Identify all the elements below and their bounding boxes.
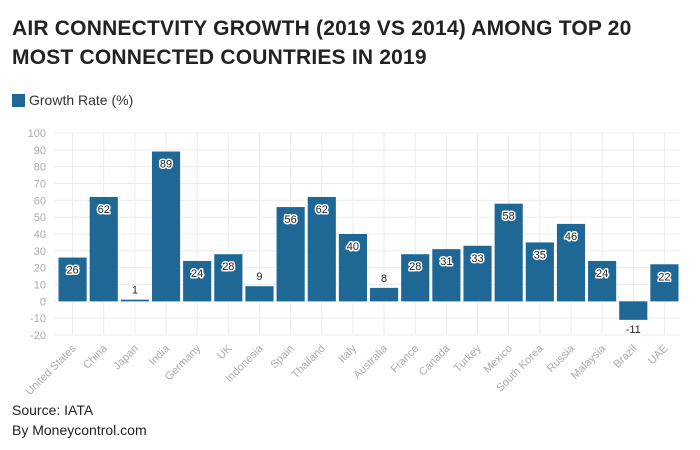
- y-tick-label: 0: [40, 296, 46, 308]
- bar: [214, 254, 243, 302]
- x-tick-label: Italy: [336, 342, 359, 365]
- bar: [494, 203, 523, 302]
- bar-chart: -20 -10 0 10 20 30 40 50 60 70 80 90 100 26 United Sta…: [24, 128, 680, 398]
- bar: [89, 196, 118, 302]
- data-label: 62: [316, 204, 328, 216]
- y-tick-label: 30: [34, 246, 46, 258]
- data-label: 46: [565, 231, 577, 243]
- bar: [401, 254, 430, 302]
- data-label: 58: [503, 211, 515, 223]
- legend-swatch: [12, 93, 25, 107]
- x-tick-label: Brazil: [611, 343, 639, 371]
- x-tick-label: Turkey: [452, 342, 484, 374]
- x-tick-label: Australia: [351, 342, 390, 381]
- data-label: 8: [381, 273, 387, 285]
- y-tick-label: 90: [34, 145, 46, 157]
- y-tick-label: 70: [34, 179, 46, 191]
- x-tick-label: Thailand: [290, 343, 328, 381]
- data-label: 31: [440, 256, 452, 268]
- x-tick-label: Canada: [417, 342, 453, 378]
- credit-text: By Moneycontrol.com: [12, 422, 147, 438]
- y-tick-label: 40: [34, 229, 46, 241]
- y-tick-label: 80: [34, 162, 46, 174]
- data-label: 24: [596, 268, 608, 280]
- data-label: 22: [658, 271, 670, 283]
- data-label: 56: [285, 214, 297, 226]
- bar: [463, 245, 492, 302]
- bar: [650, 264, 679, 302]
- y-tick-label: 50: [34, 212, 46, 224]
- y-tick-label: 20: [34, 263, 46, 275]
- data-label: 26: [66, 265, 78, 277]
- data-label: 33: [471, 253, 483, 265]
- data-label: 62: [98, 204, 110, 216]
- bar: [556, 223, 586, 302]
- bar: [120, 299, 149, 302]
- legend-label: Growth Rate (%): [29, 92, 134, 108]
- data-label: 28: [222, 261, 234, 273]
- y-tick-label: 10: [34, 280, 46, 292]
- data-label: 1: [132, 285, 138, 297]
- x-tick-label: Malaysia: [569, 342, 609, 382]
- x-tick-label: Japan: [111, 343, 141, 373]
- data-label: 24: [191, 268, 203, 280]
- bar: [58, 257, 87, 302]
- x-tick-label: India: [147, 342, 173, 368]
- y-tick-label: -20: [30, 330, 46, 342]
- x-tick-label: Spain: [268, 343, 296, 371]
- chart-title: AIR CONNECTVITY GROWTH (2019 VS 2014) AM…: [12, 17, 632, 69]
- bar: [370, 287, 399, 302]
- x-tick-label: China: [81, 342, 110, 371]
- data-label: 40: [347, 241, 359, 253]
- bar: [151, 151, 181, 302]
- bar: [338, 234, 367, 302]
- data-label: 35: [534, 249, 546, 261]
- bar: [619, 301, 648, 320]
- y-tick-label: 60: [34, 195, 46, 207]
- data-label: 9: [256, 271, 262, 283]
- bar: [245, 286, 274, 302]
- x-tick-label: UK: [215, 342, 235, 362]
- bar: [307, 196, 336, 302]
- footer: Source: IATA By Moneycontrol.com: [12, 400, 147, 440]
- x-tick-label: United States: [24, 342, 80, 398]
- x-tick-label: UAE: [646, 343, 670, 367]
- y-tick-label: -10: [30, 313, 46, 325]
- bar: [525, 242, 554, 302]
- bar: [432, 249, 461, 302]
- data-label: -11: [626, 324, 641, 336]
- data-label: 89: [160, 159, 172, 171]
- bar: [276, 207, 305, 302]
- y-tick-label: 100: [28, 128, 46, 140]
- source-text: Source: IATA: [12, 402, 94, 418]
- data-label: 28: [409, 261, 421, 273]
- bar: [588, 260, 617, 302]
- bar: [183, 260, 212, 302]
- legend: Growth Rate (%): [12, 92, 133, 108]
